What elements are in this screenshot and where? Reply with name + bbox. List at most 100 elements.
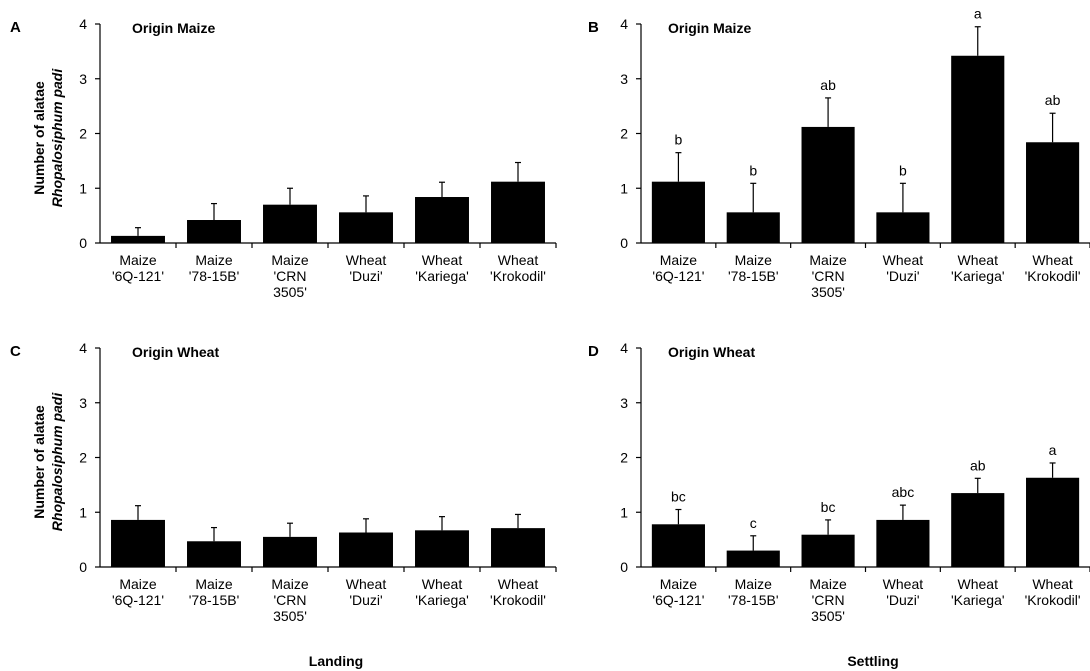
x-tick-label-line: Maize	[119, 576, 157, 592]
x-tick-label-line: '78-15B'	[728, 592, 779, 608]
x-tick-label: Wheat 'Duzi'	[346, 252, 387, 284]
panel-title: Origin Maize	[132, 20, 215, 36]
panel-letter: A	[10, 19, 21, 36]
bar	[339, 212, 393, 243]
x-tick-label: Wheat 'Kariega'	[951, 252, 1005, 284]
x-tick-label: Wheat 'Duzi'	[346, 576, 387, 608]
x-tick-label-line: 'Duzi'	[886, 592, 919, 608]
x-tick-label-line: '78-15B'	[728, 268, 779, 284]
x-tick-label-line: Wheat	[883, 576, 924, 592]
y-tick-label: 0	[79, 559, 87, 575]
x-tick-label: Maize 'CRN 3505'	[271, 576, 309, 624]
x-tick-label-line: Maize	[735, 252, 773, 268]
x-tick-label-line: 'Krokodil'	[1025, 268, 1081, 284]
significance-letter: ab	[820, 77, 836, 93]
x-tick-label-line: Maize	[660, 576, 698, 592]
x-tick-label-line: Wheat	[498, 576, 539, 592]
x-tick-label-line: Wheat	[1032, 576, 1073, 592]
y-tick-label: 3	[79, 71, 87, 87]
significance-letter: bc	[821, 499, 836, 515]
bar	[415, 197, 469, 243]
x-tick-label-line: 3505'	[273, 608, 307, 624]
x-tick-label-line: Maize	[660, 252, 698, 268]
panel-title: Origin Wheat	[668, 344, 755, 360]
x-tick-label-line: Wheat	[422, 252, 463, 268]
bar	[187, 541, 241, 567]
significance-letter: ab	[1045, 92, 1061, 108]
bar	[1026, 142, 1080, 243]
x-tick-label-line: 'Kariega'	[415, 268, 469, 284]
bar	[491, 528, 545, 567]
x-tick-label-line: Maize	[195, 576, 233, 592]
x-tick-label: Wheat 'Krokodil'	[490, 252, 546, 284]
panel-letter: C	[10, 343, 21, 360]
x-tick-label-line: Wheat	[883, 252, 924, 268]
y-tick-label: 1	[620, 180, 628, 196]
x-tick-label: Wheat 'Kariega'	[415, 576, 469, 608]
x-tick-label: Maize '78-15B'	[189, 252, 240, 284]
x-axis-label-settling: Settling	[847, 653, 898, 669]
bar	[111, 235, 165, 243]
x-tick-label-line: 3505'	[811, 608, 845, 624]
x-tick-label-line: 'Kariega'	[415, 592, 469, 608]
x-tick-label: Maize '6Q-121'	[112, 252, 164, 284]
bar	[651, 181, 705, 243]
y-tick-label: 1	[620, 504, 628, 520]
x-tick-label: Wheat 'Duzi'	[883, 252, 924, 284]
y-tick-label: 2	[620, 126, 628, 142]
bar	[726, 550, 780, 567]
x-tick-label-line: Wheat	[422, 576, 463, 592]
y-tick-label: 4	[79, 16, 87, 32]
significance-letter: b	[899, 162, 907, 178]
x-tick-label-line: Wheat	[346, 252, 387, 268]
significance-letter: ab	[970, 457, 986, 473]
x-tick-label: Maize '78-15B'	[728, 576, 779, 608]
x-tick-label: Maize 'CRN 3505'	[271, 252, 309, 300]
y-tick-label: 2	[620, 450, 628, 466]
significance-letter: bc	[671, 489, 686, 505]
x-tick-label: Wheat 'Krokodil'	[1025, 252, 1081, 284]
bar	[951, 55, 1005, 243]
x-tick-label: Wheat 'Duzi'	[883, 576, 924, 608]
y-tick-label: 0	[79, 235, 87, 251]
x-tick-label: Wheat 'Kariega'	[415, 252, 469, 284]
x-axis-label-landing: Landing	[309, 653, 363, 669]
x-tick-label: Wheat 'Krokodil'	[490, 576, 546, 608]
x-tick-label-line: '78-15B'	[189, 268, 240, 284]
bar	[801, 126, 855, 243]
x-tick-label-line: 'Krokodil'	[490, 592, 546, 608]
x-tick-label: Maize '6Q-121'	[652, 252, 704, 284]
x-tick-label-line: 'Kariega'	[951, 592, 1005, 608]
x-tick-label-line: 'CRN	[273, 592, 306, 608]
y-tick-label: 1	[79, 180, 87, 196]
x-tick-label-line: Maize	[809, 576, 847, 592]
panel-title: Origin Maize	[668, 20, 751, 36]
bar	[726, 212, 780, 243]
x-tick-label: Maize '78-15B'	[189, 576, 240, 608]
y-axis-label-top-line2: Rhopalosiphum padi	[49, 68, 65, 208]
y-tick-label: 0	[620, 235, 628, 251]
x-tick-label-line: Wheat	[958, 252, 999, 268]
x-tick-label-line: Wheat	[346, 576, 387, 592]
x-tick-label-line: '6Q-121'	[652, 592, 704, 608]
bar	[415, 530, 469, 567]
x-tick-label-line: Wheat	[498, 252, 539, 268]
x-tick-label-line: 'Duzi'	[349, 592, 382, 608]
bar	[1026, 477, 1080, 567]
x-tick-label-line: Maize	[119, 252, 157, 268]
bar	[951, 493, 1005, 567]
x-tick-label: Maize '78-15B'	[728, 252, 779, 284]
x-tick-label-line: 'CRN	[812, 268, 845, 284]
y-tick-label: 3	[620, 395, 628, 411]
bar	[876, 212, 930, 243]
bar	[111, 519, 165, 567]
panel-letter: D	[588, 343, 599, 360]
panel-letter: B	[588, 19, 599, 36]
significance-letter: b	[675, 132, 683, 148]
y-tick-label: 3	[620, 71, 628, 87]
y-axis-label-bottom-line1: Number of alatae	[31, 405, 47, 519]
